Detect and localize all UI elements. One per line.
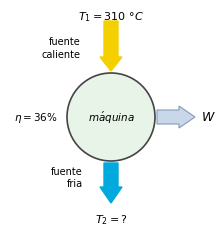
Text: $W$: $W$: [201, 111, 216, 124]
Text: fuente: fuente: [49, 37, 81, 47]
Text: $\eta = 36\%$: $\eta = 36\%$: [14, 110, 58, 125]
Text: $m\acute{a}quina$: $m\acute{a}quina$: [88, 109, 134, 126]
Text: fria: fria: [67, 178, 83, 188]
FancyArrow shape: [100, 22, 122, 72]
Text: $T_2 = ?$: $T_2 = ?$: [95, 212, 127, 226]
FancyArrow shape: [157, 106, 195, 128]
Text: caliente: caliente: [42, 50, 81, 60]
FancyArrow shape: [100, 163, 122, 203]
Text: $T_1 = 310\ °C$: $T_1 = 310\ °C$: [78, 10, 144, 24]
Circle shape: [67, 74, 155, 161]
Text: fuente: fuente: [51, 166, 83, 176]
